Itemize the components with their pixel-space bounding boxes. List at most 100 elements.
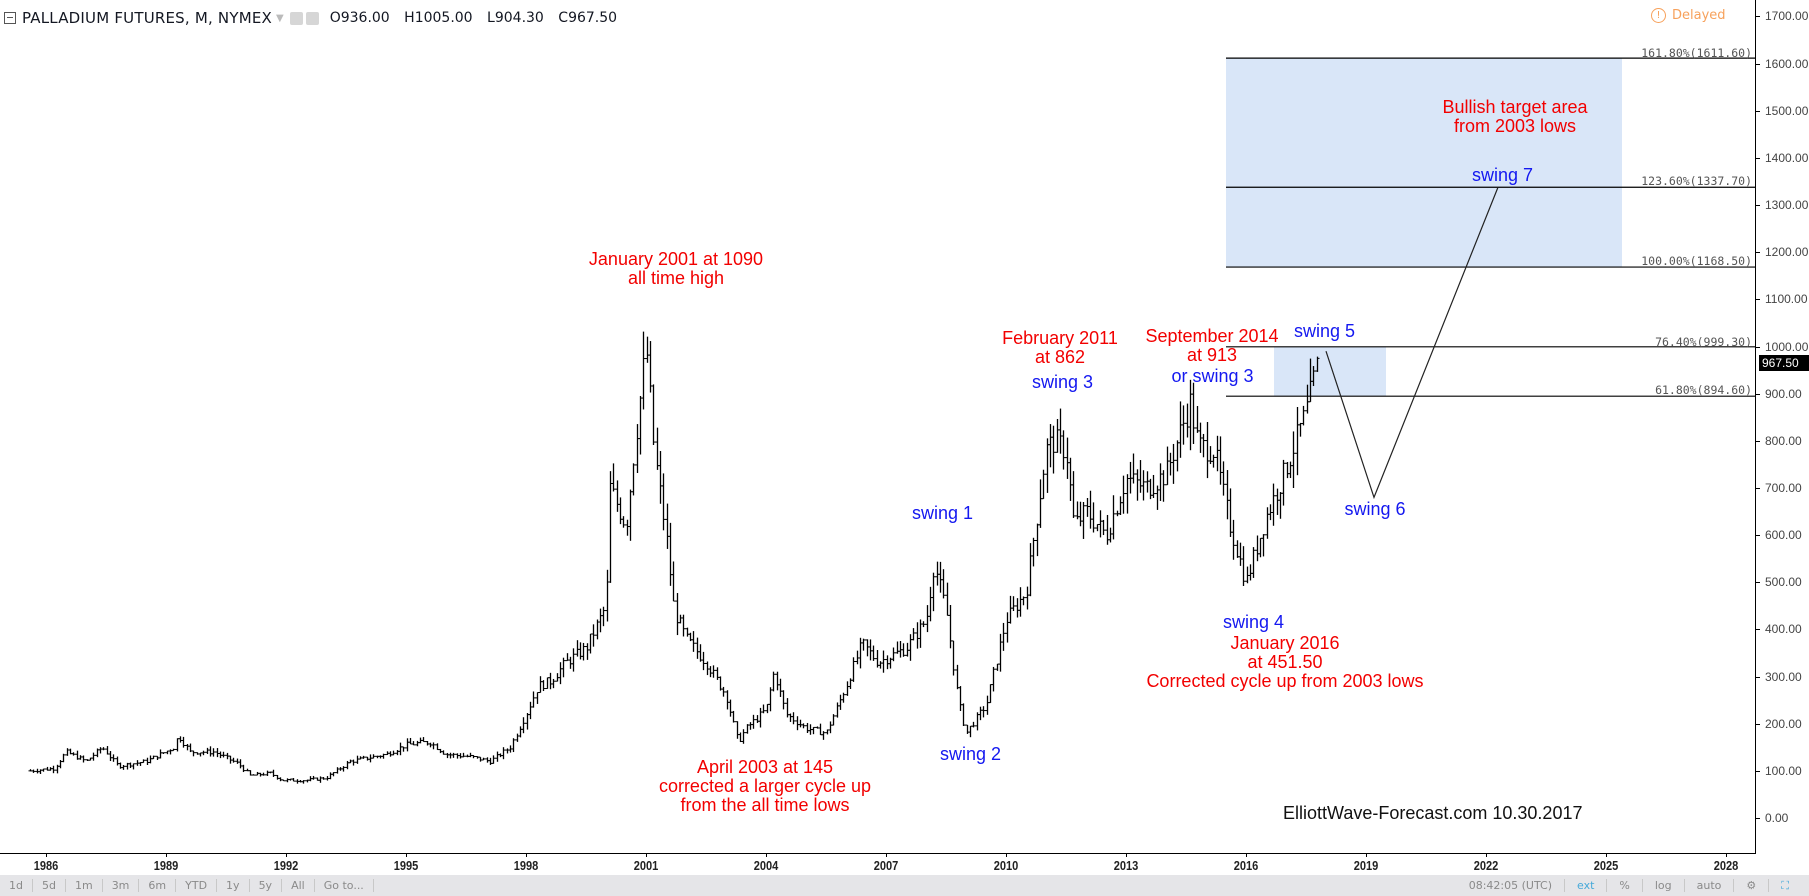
price-axis[interactable] xyxy=(1755,0,1756,853)
y-tick-label: 1000.00 xyxy=(1765,339,1809,354)
warning-icon: ! xyxy=(1651,8,1666,23)
y-tick xyxy=(1755,676,1760,678)
y-tick xyxy=(1755,205,1760,207)
y-tick xyxy=(1755,110,1760,112)
range-1y[interactable]: 1y xyxy=(217,879,250,892)
annotation-sep2014: September 2014 at 913 xyxy=(1145,326,1279,365)
goto-date-button[interactable]: Go to... xyxy=(315,879,374,892)
swing-2-label: swing 2 xyxy=(939,744,1002,764)
clock-time[interactable]: 08:42:05 (UTC) xyxy=(1457,879,1566,892)
close-value: C967.50 xyxy=(558,10,618,26)
y-tick xyxy=(1755,582,1760,584)
chevron-down-icon[interactable]: ▼ xyxy=(276,12,284,24)
y-tick-label: 1600.00 xyxy=(1765,56,1809,71)
range-5d[interactable]: 5d xyxy=(33,879,66,892)
range-6m[interactable]: 6m xyxy=(139,879,177,892)
low-value: L904.30 xyxy=(487,10,544,26)
y-tick-label: 0.00 xyxy=(1765,811,1789,825)
y-tick-label: 500.00 xyxy=(1765,575,1802,590)
price-chart[interactable] xyxy=(0,0,1756,853)
y-tick-label: 900.00 xyxy=(1765,386,1802,401)
swing-5-label: swing 5 xyxy=(1293,321,1356,341)
annotation-apr2003: April 2003 at 145 corrected a larger cyc… xyxy=(658,757,872,815)
projection-path[interactable] xyxy=(1325,187,1499,500)
chart-header: PALLADIUM FUTURES, M, NYMEX ▼ O936.00 H1… xyxy=(0,0,1755,36)
x-tick-label: 2010 xyxy=(993,858,1019,873)
range-1d[interactable]: 1d xyxy=(0,879,33,892)
x-tick xyxy=(646,853,647,857)
y-tick xyxy=(1755,63,1760,65)
ext-toggle[interactable]: ext xyxy=(1565,879,1608,892)
percent-toggle[interactable]: % xyxy=(1607,879,1643,892)
gear-icon[interactable]: ⚙ xyxy=(1734,879,1770,892)
x-tick xyxy=(886,853,887,857)
delayed-label: Delayed xyxy=(1672,8,1726,23)
annotation-jan2001: January 2001 at 1090 all time high xyxy=(588,249,764,288)
y-tick xyxy=(1755,393,1760,395)
annotation-bullish-target: Bullish target area from 2003 lows xyxy=(1442,97,1588,136)
x-tick xyxy=(1606,853,1607,857)
x-tick-label: 2025 xyxy=(1593,858,1619,873)
range-ytd[interactable]: YTD xyxy=(176,879,218,892)
y-tick xyxy=(1755,346,1760,348)
y-tick xyxy=(1755,535,1760,537)
x-tick-label: 2001 xyxy=(633,858,659,873)
x-tick xyxy=(1006,853,1007,857)
x-tick xyxy=(286,853,287,857)
x-tick-label: 2028 xyxy=(1713,858,1739,873)
high-value: H1005.00 xyxy=(404,10,473,26)
annotation-jan2016: January 2016 at 451.50 Corrected cycle u… xyxy=(1146,633,1424,691)
y-tick-label: 1200.00 xyxy=(1765,245,1809,260)
swing-3-label: swing 3 xyxy=(1031,372,1094,392)
range-3m[interactable]: 3m xyxy=(103,879,140,892)
x-tick xyxy=(46,853,47,857)
x-tick xyxy=(1726,853,1727,857)
x-tick xyxy=(526,853,527,857)
bottom-toolbar: 1d 5d 1m 3m 6m YTD 1y 5y All Go to... 08… xyxy=(0,875,1809,896)
annotation-feb2011: February 2011 at 862 xyxy=(1002,328,1118,367)
auto-toggle[interactable]: auto xyxy=(1685,879,1735,892)
fib-label-123: 123.60%(1337.70) xyxy=(1641,174,1752,188)
swing-3-alt-label: or swing 3 xyxy=(1171,366,1254,386)
fib-label-61: 61.80%(894.60) xyxy=(1655,383,1752,397)
x-tick-label: 1989 xyxy=(153,858,179,873)
y-tick-label: 800.00 xyxy=(1765,433,1802,448)
fib-label-76: 76.40%(999.30) xyxy=(1655,335,1752,349)
y-tick xyxy=(1755,770,1760,772)
y-tick-label: 1500.00 xyxy=(1765,103,1809,118)
x-tick xyxy=(1366,853,1367,857)
swing-6-label: swing 6 xyxy=(1344,499,1406,519)
y-tick-label: 200.00 xyxy=(1765,716,1802,731)
symbol-title[interactable]: PALLADIUM FUTURES, M, NYMEX xyxy=(22,9,272,27)
y-tick-label: 600.00 xyxy=(1765,528,1802,543)
x-tick xyxy=(406,853,407,857)
gear-icon[interactable] xyxy=(305,11,319,25)
y-tick-label: 400.00 xyxy=(1765,622,1802,637)
x-tick-label: 2004 xyxy=(753,858,779,873)
time-axis[interactable] xyxy=(0,853,1756,854)
y-tick xyxy=(1755,440,1760,442)
x-tick-label: 2016 xyxy=(1233,858,1259,873)
watermark: ElliottWave-Forecast.com 10.30.2017 xyxy=(1283,803,1583,823)
log-toggle[interactable]: log xyxy=(1643,879,1685,892)
y-tick-label: 300.00 xyxy=(1765,669,1802,684)
collapse-legend-icon[interactable] xyxy=(4,12,16,24)
x-tick xyxy=(766,853,767,857)
range-1m[interactable]: 1m xyxy=(66,879,103,892)
last-price-label: 967.50 xyxy=(1759,355,1809,371)
x-tick-label: 1998 xyxy=(513,858,539,873)
y-tick-label: 700.00 xyxy=(1765,480,1802,495)
x-tick xyxy=(1486,853,1487,857)
swing-4-label: swing 4 xyxy=(1222,612,1285,632)
fullscreen-icon[interactable]: ⛶ xyxy=(1781,879,1789,892)
delayed-badge[interactable]: ! Delayed xyxy=(1651,8,1726,23)
y-tick xyxy=(1755,818,1760,819)
range-all[interactable]: All xyxy=(282,879,315,892)
y-tick xyxy=(1755,299,1760,301)
target-zone-1 xyxy=(1274,346,1386,397)
x-tick-label: 1992 xyxy=(273,858,299,873)
open-value: O936.00 xyxy=(329,10,390,26)
y-tick xyxy=(1755,487,1760,489)
range-5y[interactable]: 5y xyxy=(250,879,283,892)
visibility-icon[interactable] xyxy=(289,11,303,25)
